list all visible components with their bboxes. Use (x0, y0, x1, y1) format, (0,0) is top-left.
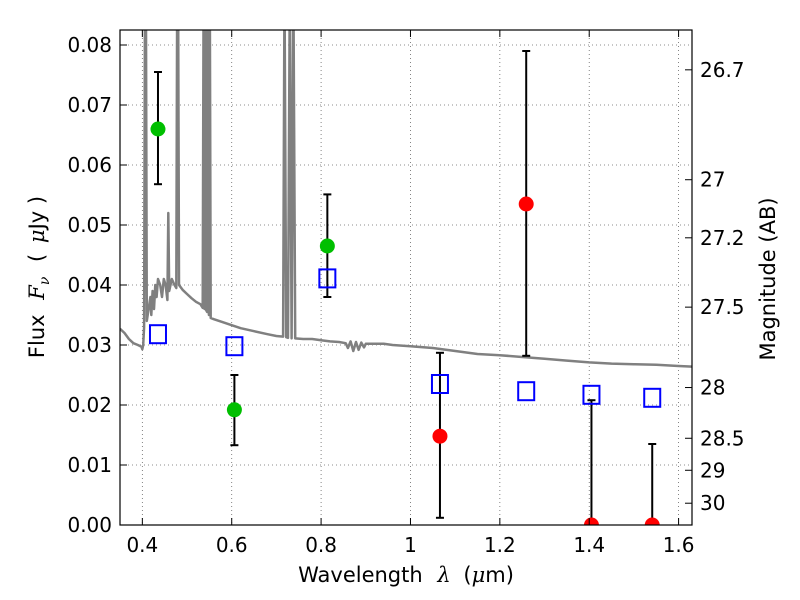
y-axis-label: Flux Fν ( μJy ) (25, 196, 54, 358)
plot-background (120, 30, 692, 525)
model-photometry (148, 268, 662, 408)
detection-point (319, 238, 335, 254)
x-axis-label: Wavelength λ (μm) (298, 563, 514, 587)
y-tick-label: 0.05 (67, 213, 112, 237)
y-tick-label: 0.02 (67, 393, 112, 417)
model-photometry-point (517, 381, 536, 402)
x-tick-label: 1 (404, 533, 417, 557)
x-axis-label-unit-mu: μ (472, 563, 486, 587)
x-tick-label: 1.2 (484, 533, 516, 557)
mag-tick-label: 29 (700, 458, 725, 482)
y-axis-label-prefix: Flux (25, 314, 49, 358)
nondetection-point (518, 196, 534, 212)
y-tick-label: 0.00 (67, 513, 112, 537)
nondetection-point (432, 428, 448, 444)
model-photometry-point (582, 384, 601, 405)
mag-tick-label: 30 (700, 491, 725, 515)
y-tick-label: 0.06 (67, 153, 112, 177)
model-photometry-point (148, 324, 167, 345)
mag-tick-label: 26.7 (700, 58, 745, 82)
y-axis-label-unit-open: ( (25, 254, 49, 262)
nondetection-point (644, 517, 660, 525)
mag-tick-label: 27.2 (700, 226, 745, 250)
y-tick-label: 0.08 (67, 33, 112, 57)
x-axis-label-unit-open: ( (463, 563, 471, 587)
observed-photometry (150, 121, 660, 525)
y-axis-label-unit-rest: Jy ) (25, 196, 49, 232)
y2-axis-label: Magnitude (AB) (756, 197, 780, 360)
y-axis-label-subscript: ν (37, 276, 53, 285)
model-spectrum (120, 30, 692, 368)
model-photometry-point (643, 387, 662, 408)
x-tick-label: 1.6 (663, 533, 695, 557)
y-tick-label: 0.07 (67, 93, 112, 117)
spectrum-line (120, 30, 692, 368)
mag-tick-label: 28 (700, 376, 725, 400)
y-tick-label: 0.01 (67, 453, 112, 477)
mag-tick-label: 27 (700, 168, 725, 192)
model-photometry-point (225, 336, 244, 357)
y-axis-label-symbol: F (25, 284, 49, 301)
x-tick-label: 0.4 (126, 533, 158, 557)
x-tick-label: 0.6 (216, 533, 248, 557)
detection-point (226, 402, 242, 418)
detection-point (150, 121, 166, 137)
x-axis-label-symbol: λ (436, 563, 450, 587)
plot-frame (119, 29, 693, 526)
y-tick-label: 0.03 (67, 333, 112, 357)
y-axis-label-unit-mu: μ (25, 229, 49, 243)
model-photometry-point (318, 268, 337, 289)
x-tick-label: 1.4 (573, 533, 605, 557)
mag-tick-label: 27.5 (700, 295, 745, 319)
y-tick-label: 0.04 (67, 273, 112, 297)
mag-tick-label: 28.5 (700, 426, 745, 450)
x-tick-label: 0.8 (305, 533, 337, 557)
nondetection-point (583, 517, 599, 525)
model-photometry-point (430, 374, 449, 394)
axis-ticks: 0.4 0.6 0.8 1 1.2 1.4 1.6 0.00 0.01 0.02 0.03 0.04 0… (67, 30, 745, 557)
x-axis-label-prefix: Wavelength (298, 563, 423, 587)
x-axis-label-unit-rest: m) (485, 563, 514, 587)
